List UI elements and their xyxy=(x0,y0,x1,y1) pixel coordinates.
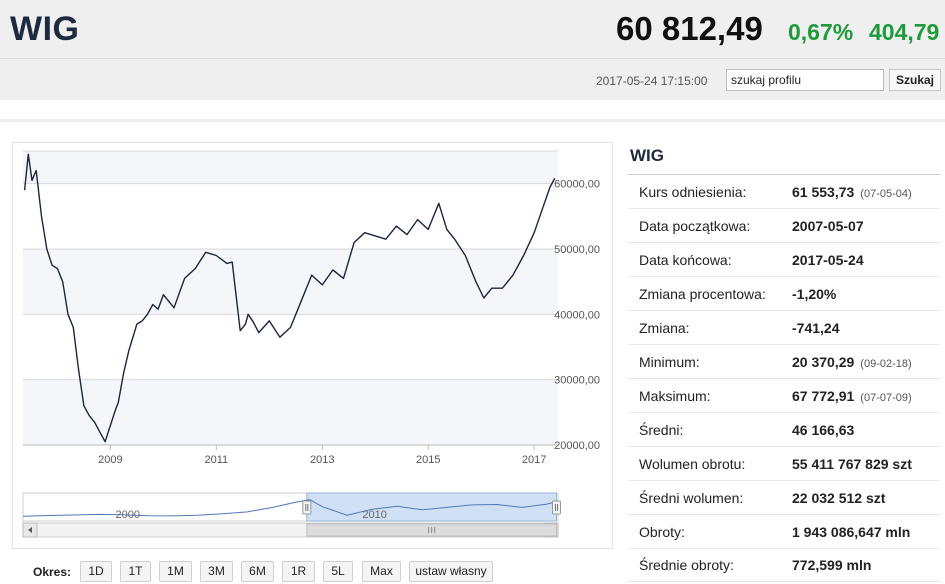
stats-value-wrap: 46 166,63 xyxy=(792,422,854,438)
navigator-label: 2000 xyxy=(116,509,140,521)
stats-label: Obroty: xyxy=(639,524,685,540)
index-title: WIG xyxy=(10,10,80,48)
stats-date: (09-02-18) xyxy=(860,358,912,370)
navigator-handle[interactable] xyxy=(302,500,312,515)
stats-row: Kurs odniesienia: 61 553,73 (07-05-04) xyxy=(628,175,940,209)
stats-label: Średni: xyxy=(639,422,684,438)
stats-value-wrap: 22 032 512 szt xyxy=(792,490,885,506)
change-percent: 0,67% xyxy=(788,19,854,45)
stats-row: Średnie obroty: 772,599 mln xyxy=(628,548,940,582)
plot-band xyxy=(23,151,558,184)
plot-band xyxy=(23,249,558,315)
stats-row: Zmiana procentowa: -1,20% xyxy=(628,277,940,311)
chevron-left-icon xyxy=(28,527,32,533)
timestamp: 2017-05-24 17:15:00 xyxy=(596,74,708,88)
stats-value: 20 370,29 xyxy=(792,354,855,370)
period-button-6m[interactable]: 6M xyxy=(241,561,274,582)
change-absolute: 404,79 xyxy=(869,19,940,45)
stats-value-wrap: 61 553,73 (07-05-04) xyxy=(792,184,912,200)
stats-value-wrap: 2017-05-24 xyxy=(792,252,864,268)
price-chart[interactable]: 60000,00 50000,00 40000,00 30000,00 20000,00… xyxy=(13,143,614,550)
period-label: Okres: xyxy=(33,565,72,579)
chart-panel[interactable]: 60000,00 50000,00 40000,00 30000,00 20000,00… xyxy=(12,142,613,549)
search-profile-input[interactable] xyxy=(726,69,884,91)
period-button-1r[interactable]: 1R xyxy=(282,561,315,582)
stats-value-wrap: -741,24 xyxy=(792,320,839,336)
x-tick-label: 2011 xyxy=(205,454,229,466)
stats-label: Maksimum: xyxy=(639,388,711,404)
plot-band xyxy=(23,379,558,445)
stats-value: 772,599 mln xyxy=(792,557,872,573)
stats-value-wrap: 772,599 mln xyxy=(792,557,871,573)
y-tick-label: 50000,00 xyxy=(554,244,600,256)
stats-label: Zmiana procentowa: xyxy=(639,286,766,302)
stats-value: -1,20% xyxy=(792,286,837,302)
stats-value: 1 943 086,647 mln xyxy=(792,524,911,540)
stats-title-divider xyxy=(628,174,940,175)
index-value: 60 812,49 xyxy=(616,10,763,47)
stats-value: 61 553,73 xyxy=(792,184,855,200)
y-tick-label: 30000,00 xyxy=(554,375,600,387)
stats-label: Data końcowa: xyxy=(639,252,732,268)
stats-value: 2007-05-07 xyxy=(792,218,864,234)
stats-row: Data końcowa: 2017-05-24 xyxy=(628,243,940,277)
stats-row: Zmiana: -741,24 xyxy=(628,311,940,345)
period-button-5l[interactable]: 5L xyxy=(323,561,353,582)
stats-label: Średni wolumen: xyxy=(639,490,744,506)
stats-label: Kurs odniesienia: xyxy=(639,184,747,200)
navigator-label: 2010 xyxy=(362,509,386,521)
stats-row: Maksimum: 67 772,91 (07-07-09) xyxy=(628,379,940,413)
period-button-ustaw-własny[interactable]: ustaw własny xyxy=(409,561,493,582)
stats-value-wrap: -1,20% xyxy=(792,286,836,302)
stats-label: Średnie obroty: xyxy=(639,557,734,573)
stats-value-wrap: 20 370,29 (09-02-18) xyxy=(792,354,912,370)
stats-date: (07-05-04) xyxy=(860,188,912,200)
stats-value: 2017-05-24 xyxy=(792,252,864,268)
stats-value: 67 772,91 xyxy=(792,388,855,404)
stats-label: Data początkowa: xyxy=(639,218,751,234)
stats-row: Obroty: 1 943 086,647 mln xyxy=(628,515,940,549)
x-tick-label: 2009 xyxy=(98,454,122,466)
header-bar: WIG 60 812,49 0,67% 404,79 2017-05-24 17… xyxy=(0,0,945,100)
section-separator xyxy=(0,119,945,122)
stats-value-wrap: 67 772,91 (07-07-09) xyxy=(792,388,912,404)
stats-value: 55 411 767 829 szt xyxy=(792,456,912,472)
stats-value-wrap: 2007-05-07 xyxy=(792,218,864,234)
stats-value-wrap: 1 943 086,647 mln xyxy=(792,524,910,540)
x-tick-label: 2013 xyxy=(310,454,334,466)
x-tick-label: 2017 xyxy=(522,454,546,466)
series-line xyxy=(23,153,556,443)
y-tick-label: 60000,00 xyxy=(554,179,600,191)
stats-value: 46 166,63 xyxy=(792,422,855,438)
stats-row: Średni wolumen: 22 032 512 szt xyxy=(628,481,940,515)
stats-label: Minimum: xyxy=(639,354,700,370)
header-divider xyxy=(0,58,945,59)
y-tick-label: 40000,00 xyxy=(554,309,600,321)
stats-panel: WIG Kurs odniesienia: 61 553,73 (07-05-04)… xyxy=(628,142,940,582)
stats-row: Data początkowa: 2007-05-07 xyxy=(628,209,940,243)
stats-row: Wolumen obrotu: 55 411 767 829 szt xyxy=(628,447,940,481)
stats-value-wrap: 55 411 767 829 szt xyxy=(792,456,912,472)
stats-row: Średni: 46 166,63 xyxy=(628,413,940,447)
x-tick-label: 2015 xyxy=(416,454,440,466)
period-button-1m[interactable]: 1M xyxy=(159,561,192,582)
stats-label: Wolumen obrotu: xyxy=(639,456,746,472)
stats-value: -741,24 xyxy=(792,320,840,336)
period-button-3m[interactable]: 3M xyxy=(200,561,233,582)
y-tick-label: 20000,00 xyxy=(554,440,600,452)
stats-label: Zmiana: xyxy=(639,320,690,336)
search-button[interactable]: Szukaj xyxy=(889,69,941,91)
stats-date: (07-07-09) xyxy=(860,392,912,404)
stats-title: WIG xyxy=(630,146,664,165)
stats-row: Minimum: 20 370,29 (09-02-18) xyxy=(628,345,940,379)
navigator-handle[interactable] xyxy=(552,500,562,515)
period-button-max[interactable]: Max xyxy=(362,561,401,582)
stats-value: 22 032 512 szt xyxy=(792,490,886,506)
period-button-1t[interactable]: 1T xyxy=(120,561,151,582)
period-button-1d[interactable]: 1D xyxy=(80,561,112,582)
